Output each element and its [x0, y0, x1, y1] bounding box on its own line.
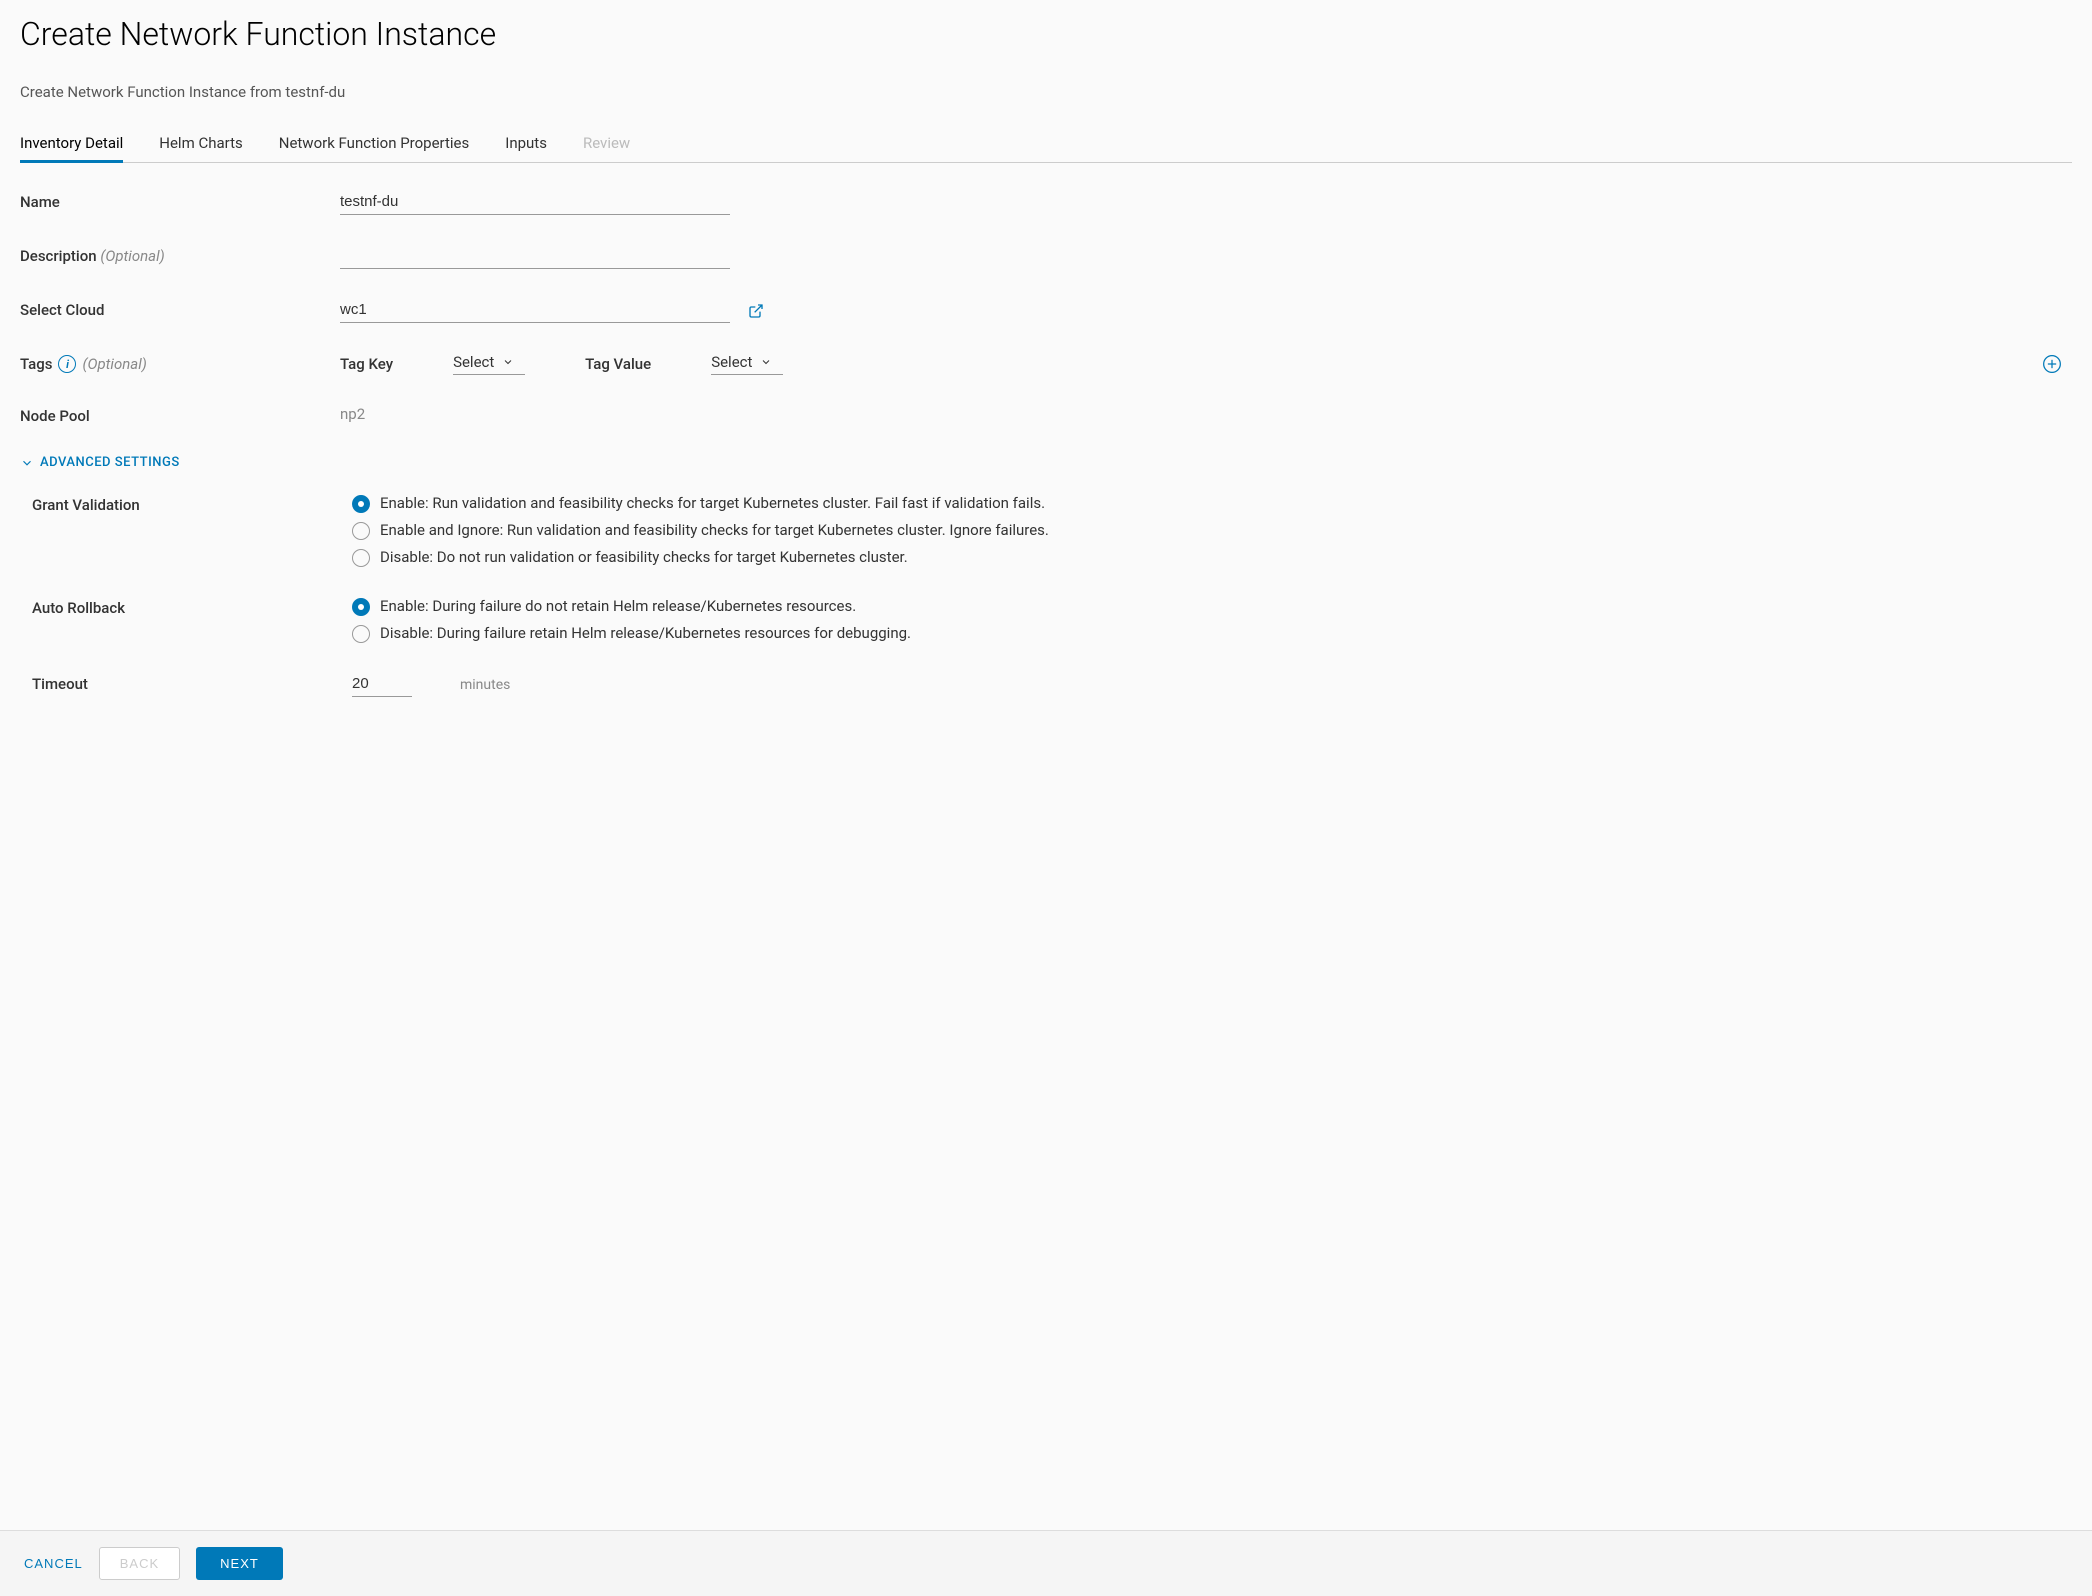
chevron-down-icon: [760, 356, 772, 368]
description-optional: (Optional): [100, 247, 164, 265]
tab-helm-charts[interactable]: Helm Charts: [159, 126, 242, 163]
next-button[interactable]: NEXT: [196, 1547, 283, 1580]
grant-option-disable[interactable]: Disable: Do not run validation or feasib…: [352, 548, 1049, 567]
wizard-footer: CANCEL BACK NEXT: [0, 1530, 2092, 1596]
radio-icon: [352, 495, 370, 513]
timeout-units: minutes: [460, 677, 510, 693]
select-cloud-input[interactable]: [340, 299, 730, 323]
page-subtitle: Create Network Function Instance from te…: [20, 83, 2072, 101]
timeout-label: Timeout: [32, 673, 352, 693]
node-pool-label: Node Pool: [20, 405, 340, 425]
description-input[interactable]: [340, 245, 730, 269]
tags-optional: (Optional): [82, 355, 146, 373]
radio-icon: [352, 598, 370, 616]
tab-inventory-detail[interactable]: Inventory Detail: [20, 126, 123, 163]
node-pool-value: np2: [340, 405, 365, 423]
timeout-input[interactable]: [352, 673, 412, 697]
chevron-down-icon: [502, 356, 514, 368]
advanced-settings-toggle[interactable]: ADVANCED SETTINGS: [20, 455, 2072, 470]
grant-validation-label: Grant Validation: [32, 494, 352, 514]
description-label: Description (Optional): [20, 245, 340, 265]
select-cloud-label: Select Cloud: [20, 299, 340, 319]
tag-value-label: Tag Value: [585, 355, 651, 373]
name-label: Name: [20, 191, 340, 211]
grant-option-enable-ignore[interactable]: Enable and Ignore: Run validation and fe…: [352, 521, 1049, 540]
tab-nf-properties[interactable]: Network Function Properties: [279, 126, 469, 163]
back-button: BACK: [99, 1547, 180, 1580]
tab-review: Review: [583, 126, 630, 163]
tags-label: Tags: [20, 355, 52, 373]
tag-key-label: Tag Key: [340, 355, 393, 373]
auto-rollback-label: Auto Rollback: [32, 597, 352, 617]
rollback-option-enable[interactable]: Enable: During failure do not retain Hel…: [352, 597, 911, 616]
tab-bar: Inventory Detail Helm Charts Network Fun…: [20, 126, 2072, 163]
rollback-option-disable[interactable]: Disable: During failure retain Helm rele…: [352, 624, 911, 643]
name-input[interactable]: [340, 191, 730, 215]
radio-icon: [352, 625, 370, 643]
chevron-down-icon: [20, 456, 34, 470]
grant-option-enable[interactable]: Enable: Run validation and feasibility c…: [352, 494, 1049, 513]
tab-inputs[interactable]: Inputs: [505, 126, 547, 163]
info-icon[interactable]: i: [58, 355, 76, 373]
tag-value-select[interactable]: Select: [711, 353, 783, 375]
radio-icon: [352, 522, 370, 540]
radio-icon: [352, 549, 370, 567]
page-title: Create Network Function Instance: [20, 0, 2072, 83]
tag-key-select[interactable]: Select: [453, 353, 525, 375]
cancel-button[interactable]: CANCEL: [24, 1556, 83, 1571]
add-tag-icon[interactable]: [2042, 354, 2062, 374]
external-link-icon[interactable]: [748, 303, 764, 319]
